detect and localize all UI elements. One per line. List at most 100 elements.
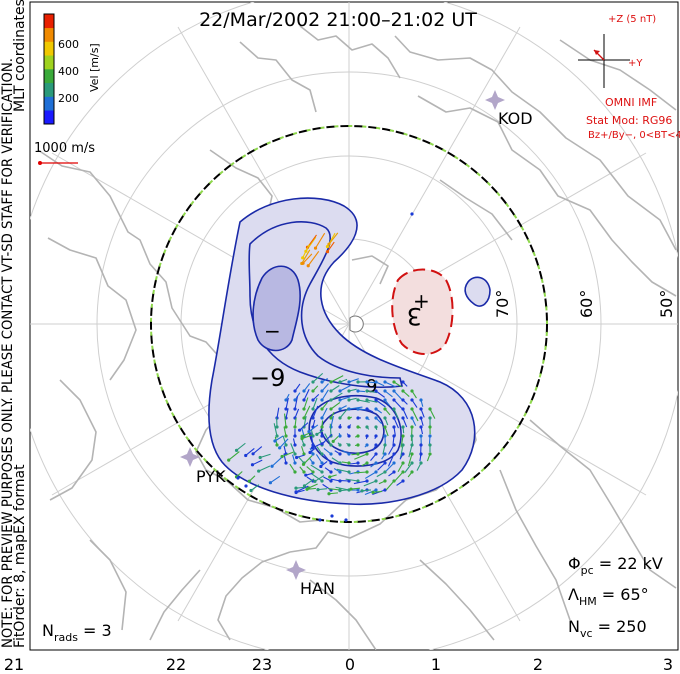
vector-line [245,447,255,456]
reference-vector-label: 1000 m/s [34,141,95,156]
vector-line [366,426,370,430]
vector-line [321,420,324,428]
vector-line [354,435,359,438]
station-marker-icon [286,560,306,580]
vector-line [388,471,395,477]
vector-line [375,381,385,387]
vector-line [309,447,317,453]
vector-line [316,446,323,455]
vector-line [323,448,332,455]
vector-line [312,397,318,410]
vector-line [321,378,328,383]
vector-line [285,397,289,410]
vector-line [330,375,344,383]
vector-line [312,405,319,419]
station-label: PYK [196,467,226,486]
mlt-label-21: 21 [4,655,24,674]
vector-line [299,422,309,431]
vector-line [312,372,324,383]
contour-label-nine: 9 [366,376,377,397]
station-han: HAN [286,560,335,598]
vector-line [310,432,314,446]
vector-line [320,460,328,467]
vector-line [321,389,329,401]
contour-max-marker: + [413,289,430,313]
vector-line [283,445,287,455]
vector-line [258,465,271,472]
vector-line [339,385,351,392]
latitude-label-60: 60° [577,290,596,318]
vector-line [393,381,402,388]
station-marker-icon [180,447,200,467]
vector-line [341,461,350,464]
vector-line [329,474,337,478]
vector-line [387,453,395,467]
vector-line [402,417,408,428]
vector-line [357,426,362,429]
vector-line [382,444,386,455]
vector-line [353,480,368,485]
vector-line [310,472,323,482]
mlt-label-3: 3 [663,655,673,674]
vector-line [292,438,296,446]
noon-marker [349,315,364,333]
colorbar-cell [44,27,54,42]
vector-line [303,397,309,410]
vector-line [324,433,332,446]
vector-line [336,468,350,473]
vector-line [330,392,343,401]
vector-line [316,429,324,435]
station-label: KOD [498,109,533,128]
vector-line [402,381,408,387]
vector-line [281,451,294,457]
vector-line [346,433,350,437]
vector-line [332,436,339,442]
vector-line [306,466,314,473]
vector-line [321,383,329,392]
vector-line [354,471,368,474]
vector-line [303,455,313,465]
vector-line [294,395,299,410]
vector-line [319,429,323,437]
vector-line [407,453,413,467]
colorbar-cell [44,14,54,29]
vector-line [331,457,341,464]
small-negative-cell [464,276,491,307]
velocity-vectors [227,212,436,522]
imf-panel: +Z (5 nT) +Y OMNI IMF Stat Mod: RG96 Bz+… [578,14,680,141]
vector-line [411,417,417,426]
vector-line [294,408,300,419]
vector-origin [344,518,348,522]
vector-line [295,486,306,489]
vector-line [302,244,310,259]
mlt-label-22: 22 [166,655,186,674]
latitude-label-70: 70° [493,290,512,318]
vector-line [348,378,359,383]
vector-line [301,249,311,264]
colorbar-cell [44,55,54,70]
imf-y-label: +Y [628,58,643,69]
vector-line [338,432,341,437]
vector-line [393,417,399,429]
vector-line [354,444,359,447]
vector-line [290,443,296,455]
vector-line [402,399,408,405]
vector-line [330,402,341,410]
vector-line [321,407,328,419]
coordinate-note: MLT coordinates [12,0,28,112]
vector-line [366,408,374,413]
vector-line [408,444,413,458]
vector-line [260,453,271,459]
vector-line [273,423,278,437]
vector-line [276,407,280,419]
vector-line [361,462,368,467]
imf-scale-label: +Z (5 nT) [608,14,656,25]
imf-source: OMNI IMF [605,96,657,109]
vector-line [289,463,296,473]
station-label: HAN [300,579,335,598]
vector-line [420,417,424,426]
colorbar-tick-600: 600 [58,38,79,51]
vector-line [308,424,319,433]
vector-line [299,466,305,473]
vector-line [294,383,301,392]
